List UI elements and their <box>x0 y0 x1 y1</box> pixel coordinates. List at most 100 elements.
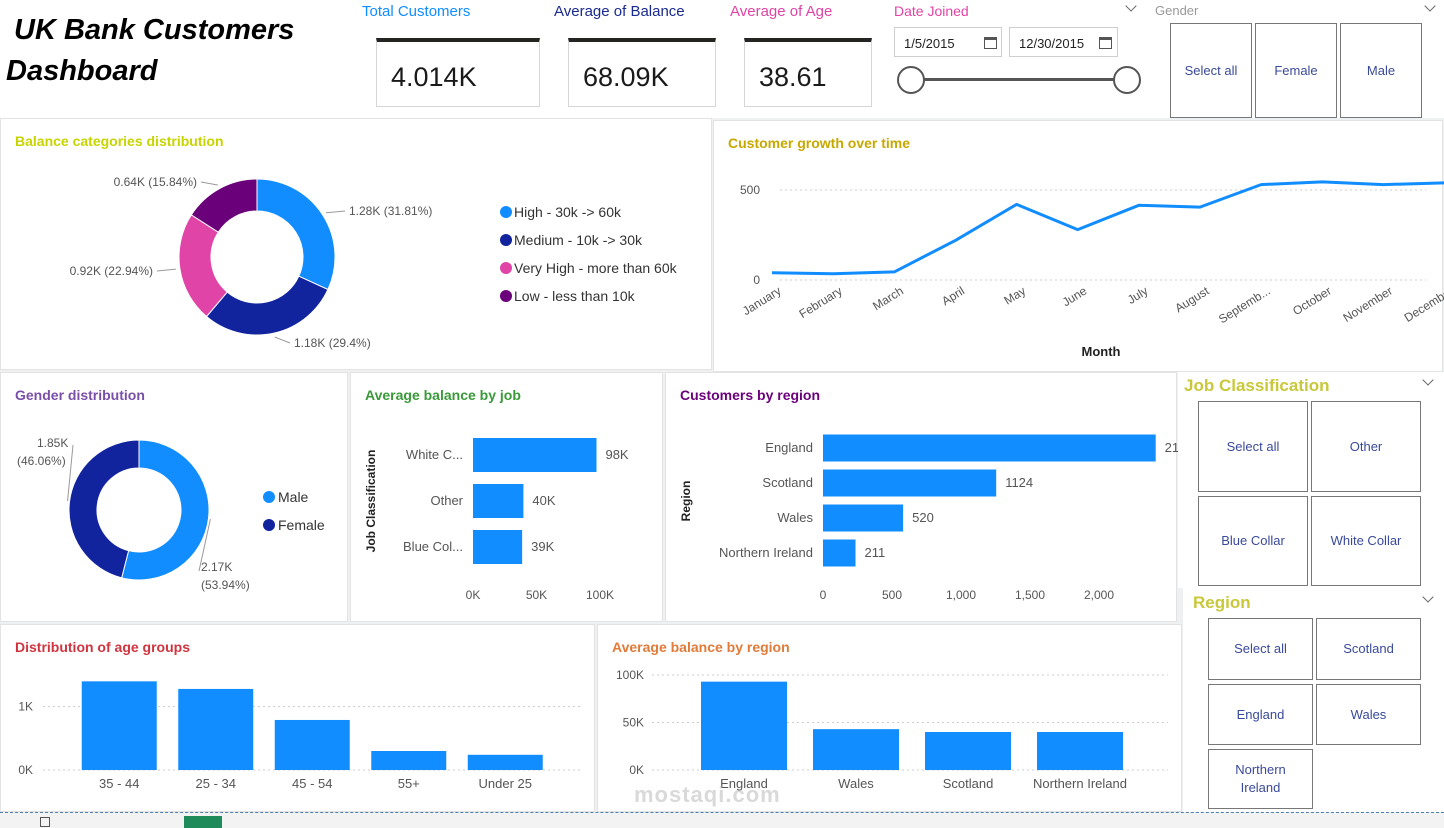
legend-label: Female <box>278 517 325 533</box>
customers-by-region-title: Customers by region <box>680 387 821 403</box>
x-tick-label: 1,000 <box>946 588 976 602</box>
job-option-select-all[interactable]: Select all <box>1198 401 1308 492</box>
job-option-blue-collar[interactable]: Blue Collar <box>1198 496 1308 586</box>
job-slicer-label: Job Classification <box>1184 376 1330 395</box>
x-tick-label: Septemb... <box>1216 284 1273 327</box>
x-tick-label: 500 <box>882 588 902 602</box>
y-tick-label: 0 <box>753 273 760 287</box>
y-tick-label: 500 <box>740 183 760 197</box>
square-icon[interactable] <box>40 817 50 827</box>
category-label: Scotland <box>762 475 813 490</box>
gender-distribution-chart: 2.17K (53.94%) 1.85K (46.06%) Male Female <box>17 436 325 592</box>
kpi-card-total-customers[interactable]: 4.014K <box>376 38 540 107</box>
x-tick-label: March <box>870 284 906 314</box>
data-label: 2159 <box>1165 440 1178 455</box>
age-groups-chart: 0K 1K 35 - 44 25 - 34 45 - 54 55+ Under 25 <box>18 681 581 791</box>
kpi-card-average-age[interactable]: 38.61 <box>744 38 872 107</box>
y-axis-title: Job Classification <box>364 450 378 553</box>
customer-growth-title: Customer growth over time <box>728 135 911 151</box>
bar <box>473 438 597 472</box>
gender-distribution-title: Gender distribution <box>15 387 145 403</box>
data-label: 98K <box>605 447 628 462</box>
date-range-start-handle[interactable] <box>897 66 925 94</box>
category-label: White C... <box>406 447 463 462</box>
date-range-end-handle[interactable] <box>1113 66 1141 94</box>
gender-option-male[interactable]: Male <box>1340 23 1422 118</box>
job-option-white-collar[interactable]: White Collar <box>1311 496 1421 586</box>
customers-by-region-chart: England 2159 Scotland 1124 Wales 520 Northern … <box>679 434 1178 602</box>
age-groups-title: Distribution of age groups <box>15 639 190 655</box>
data-label: 1.28K (31.81%) <box>349 204 432 218</box>
y-tick-label: 0K <box>18 763 33 777</box>
y-tick-label: 1K <box>18 700 33 714</box>
x-tick-label: February <box>797 284 845 321</box>
balance-categories-title: Balance categories distribution <box>15 133 224 149</box>
category-label: Wales <box>838 776 874 791</box>
data-label: 1.18K (29.4%) <box>294 336 371 350</box>
category-label: Blue Col... <box>403 539 463 554</box>
x-tick-label: 2,000 <box>1084 588 1114 602</box>
balance-by-region-panel: Average balance by region 0K 50K 100K Engla… <box>597 624 1182 812</box>
gender-option-select-all[interactable]: Select all <box>1170 23 1252 118</box>
calendar-icon[interactable] <box>984 37 997 49</box>
kpi-label-average-age: Average of Age <box>730 3 833 20</box>
legend-label: Male <box>278 489 309 505</box>
bar <box>701 681 787 770</box>
app-tab-icon[interactable] <box>184 816 222 828</box>
bar <box>371 751 447 770</box>
kpi-label-total-customers: Total Customers <box>362 3 471 20</box>
category-label: 35 - 44 <box>99 776 139 791</box>
date-slicer <box>890 0 1146 118</box>
bar <box>473 530 523 564</box>
region-option-northern-ireland[interactable]: Northern Ireland <box>1208 749 1313 809</box>
data-label: (46.06%) <box>17 454 66 468</box>
date-range-track[interactable] <box>910 78 1128 81</box>
gender-slice-female <box>68 439 140 579</box>
kpi-value-average-balance: 68.09K <box>583 62 669 92</box>
x-tick-label: 50K <box>526 588 547 602</box>
data-label: 39K <box>531 539 554 554</box>
data-label: 40K <box>532 493 555 508</box>
dashboard-title-line1: UK Bank Customers <box>14 14 295 46</box>
kpi-value-average-age: 38.61 <box>759 62 827 92</box>
leader-line <box>67 444 74 502</box>
data-label: 1.85K <box>37 436 68 450</box>
customers-by-region-panel: Customers by region England 2159 Scotland 1… <box>665 372 1178 622</box>
legend-label: High - 30k -> 60k <box>514 204 622 220</box>
bar <box>274 719 350 770</box>
category-label: 25 - 34 <box>196 776 236 791</box>
calendar-icon[interactable] <box>1099 37 1112 49</box>
balance-category-slice-medium-10k-30k <box>205 275 329 336</box>
region-option-england[interactable]: England <box>1208 684 1313 745</box>
gender-option-female[interactable]: Female <box>1255 23 1337 118</box>
kpi-card-average-balance[interactable]: 68.09K <box>568 38 716 107</box>
watermark: mostaqi.com <box>634 782 781 807</box>
legend-marker <box>500 206 512 218</box>
leader-line <box>198 518 211 572</box>
x-tick-label: 0 <box>820 588 827 602</box>
x-tick-label: January <box>740 284 784 319</box>
legend-marker <box>263 519 275 531</box>
x-axis-title: Month <box>1082 344 1121 359</box>
date-end-input[interactable]: 12/30/2015 <box>1009 27 1118 57</box>
bar <box>178 688 254 770</box>
job-option-other[interactable]: Other <box>1311 401 1421 492</box>
x-tick-label: June <box>1060 284 1090 310</box>
bar <box>81 681 157 770</box>
region-option-wales[interactable]: Wales <box>1316 684 1421 745</box>
bar <box>823 469 997 497</box>
region-option-scotland[interactable]: Scotland <box>1316 618 1421 680</box>
category-label: Northern Ireland <box>1033 776 1127 791</box>
balance-by-job-panel: Average balance by job White C... 98K Othe… <box>350 372 663 622</box>
legend-label: Very High - more than 60k <box>514 260 678 276</box>
date-start-input[interactable]: 1/5/2015 <box>894 27 1002 57</box>
legend-label: Medium - 10k -> 30k <box>514 232 643 248</box>
balance-category-slice-low-less-than-10k <box>190 178 258 233</box>
bar <box>823 504 904 532</box>
region-option-select-all[interactable]: Select all <box>1208 618 1313 680</box>
balance-by-job-chart: White C... 98K Other 40K Blue Col... 39K 0K 50K… <box>364 438 629 602</box>
data-label: 1124 <box>1005 475 1033 490</box>
region-slicer-label: Region <box>1193 593 1251 612</box>
date-slicer-label: Date Joined <box>894 3 969 19</box>
data-label: 0.64K (15.84%) <box>114 175 197 189</box>
